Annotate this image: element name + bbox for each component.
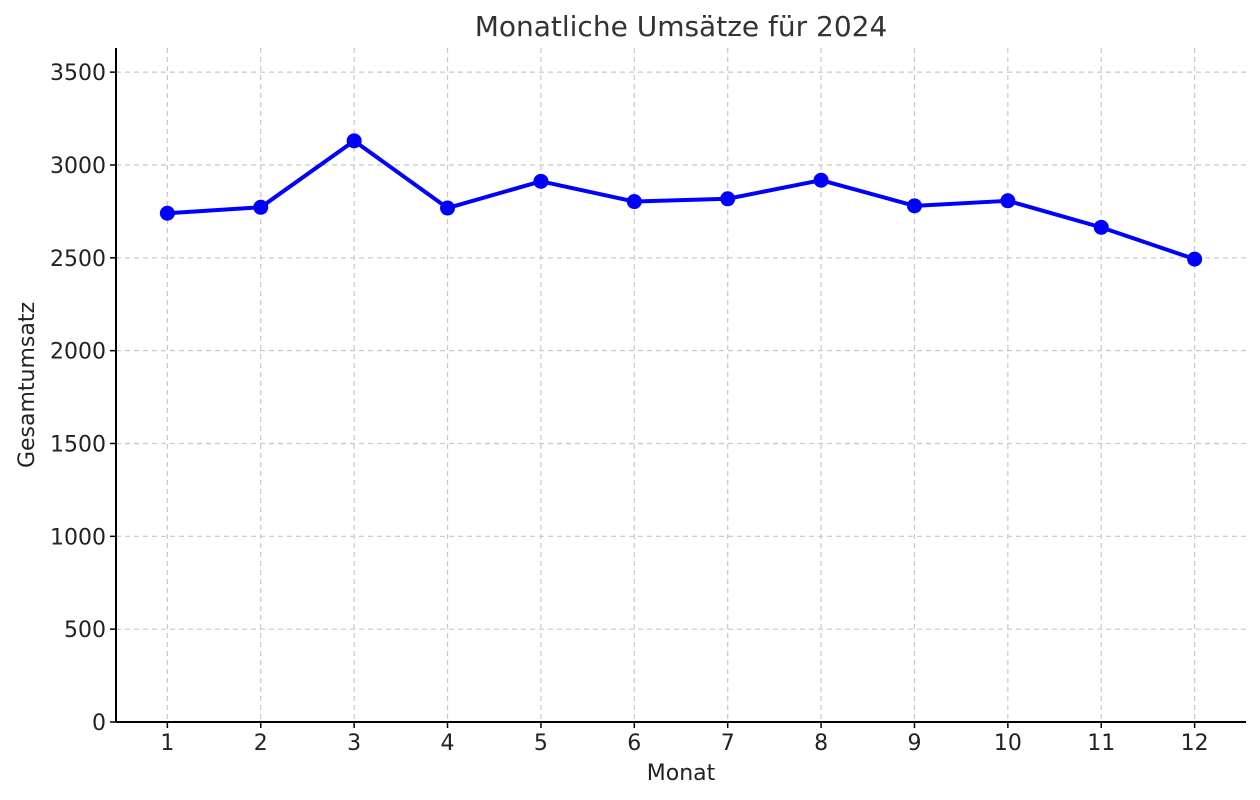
series-line [165, 138, 1197, 262]
y-tick-label: 500 [64, 618, 106, 643]
x-tick-label: 3 [347, 731, 361, 756]
x-tick-label: 12 [1181, 731, 1209, 756]
x-tick-label: 6 [627, 731, 641, 756]
data-point [626, 194, 642, 210]
data-point [253, 199, 269, 215]
data-point [533, 173, 549, 189]
y-axis-label: Gesamtumsatz [15, 302, 40, 468]
data-point [159, 205, 175, 221]
x-axis-label: Monat [647, 761, 716, 786]
x-tick-label: 4 [441, 731, 455, 756]
y-tick-label: 3000 [50, 154, 106, 179]
chart-title: Monatliche Umsätze für 2024 [475, 10, 888, 43]
x-tick-label: 5 [534, 731, 548, 756]
x-tick-label: 9 [907, 731, 921, 756]
data-point [346, 133, 362, 149]
data-point [1187, 251, 1203, 267]
series [159, 133, 1203, 267]
y-tick-label: 3500 [50, 61, 106, 86]
data-point [1093, 219, 1109, 235]
y-tick-label: 1500 [50, 432, 106, 457]
x-tick-label: 1 [160, 731, 174, 756]
data-point [720, 191, 736, 207]
x-tick-label: 2 [254, 731, 268, 756]
axes [115, 48, 1246, 723]
data-point [813, 172, 829, 188]
x-tick-label: 11 [1087, 731, 1115, 756]
grid [116, 48, 1246, 722]
x-tick-label: 10 [994, 731, 1022, 756]
x-tick-label: 7 [721, 731, 735, 756]
y-tick-label: 2500 [50, 247, 106, 272]
x-tick-label: 8 [814, 731, 828, 756]
y-tick-label: 1000 [50, 525, 106, 550]
data-point [906, 198, 922, 214]
data-point [1000, 193, 1016, 209]
data-point [440, 200, 456, 216]
y-tick-label: 2000 [50, 340, 106, 365]
y-tick-label: 0 [92, 711, 106, 736]
